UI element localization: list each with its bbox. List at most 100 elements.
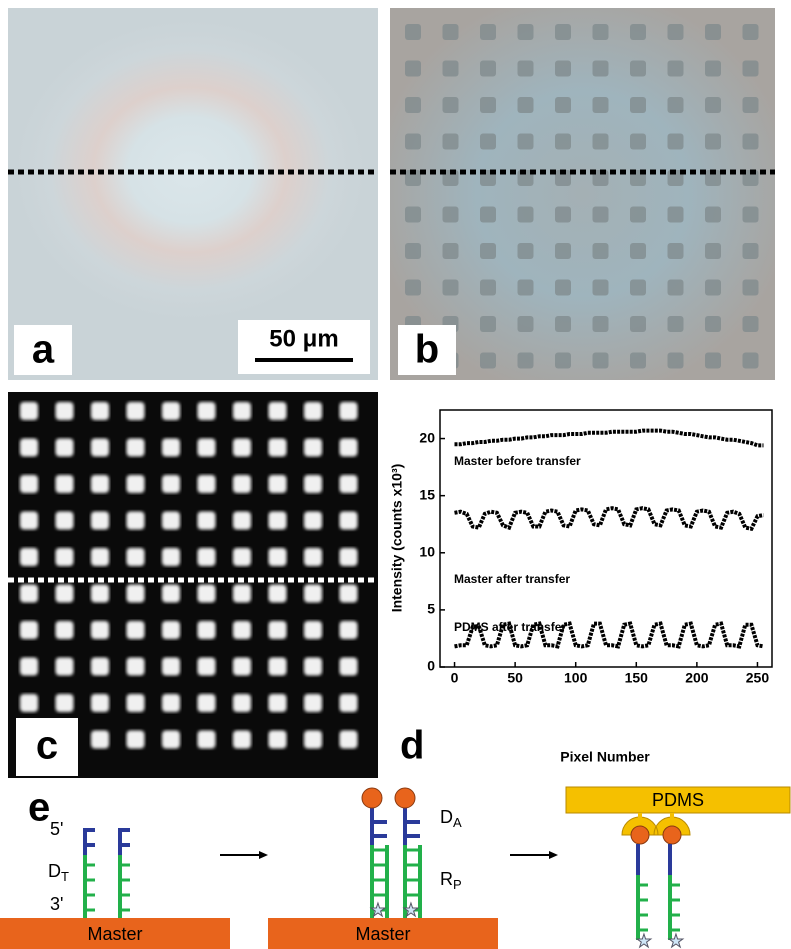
panel-label: b xyxy=(415,328,439,372)
fluorescent-square xyxy=(340,512,358,530)
fluorescent-square xyxy=(304,475,322,493)
fluorescent-square xyxy=(304,548,322,566)
substrate-label: Master xyxy=(87,924,142,944)
end-label: 3' xyxy=(50,894,63,914)
pattern-square xyxy=(518,61,534,77)
fluorescent-square xyxy=(20,694,38,712)
label-main: R xyxy=(440,869,453,889)
fluorescent-square xyxy=(269,402,287,420)
fluorescent-square xyxy=(304,402,322,420)
pattern-square xyxy=(630,134,646,150)
strand-label: RP xyxy=(440,869,462,893)
fluorescent-square xyxy=(127,694,145,712)
fluorescent-square xyxy=(198,658,216,676)
pattern-square xyxy=(630,316,646,332)
pattern-square xyxy=(705,243,721,259)
pattern-square xyxy=(630,243,646,259)
pattern-square xyxy=(518,24,534,40)
fluorescent-square xyxy=(304,512,322,530)
fluorescent-square xyxy=(269,585,287,603)
fluorescent-square xyxy=(233,439,251,457)
fluorescent-square xyxy=(91,658,109,676)
pattern-square xyxy=(405,280,421,296)
pattern-square xyxy=(480,316,496,332)
fluorescent-square xyxy=(340,475,358,493)
pattern-square xyxy=(743,316,759,332)
fluorescent-square xyxy=(198,439,216,457)
series-label: PDMS after transfer xyxy=(454,620,566,634)
x-tick-label: 0 xyxy=(451,670,459,686)
pattern-square xyxy=(593,61,609,77)
fluorescent-square xyxy=(269,548,287,566)
panel-a: a 50 μm xyxy=(8,8,378,380)
fluorescent-square xyxy=(162,475,180,493)
fluorescent-square xyxy=(20,585,38,603)
pattern-square xyxy=(593,24,609,40)
pattern-square xyxy=(668,353,684,369)
fluorescent-square xyxy=(162,731,180,749)
pattern-square xyxy=(743,61,759,77)
fluorescent-square xyxy=(56,694,74,712)
probe-dye xyxy=(395,788,415,808)
pattern-square xyxy=(443,207,459,223)
pattern-square xyxy=(743,243,759,259)
stamp-label: PDMS xyxy=(652,790,704,810)
pattern-square xyxy=(743,24,759,40)
panel-label: a xyxy=(32,328,55,372)
data-line xyxy=(455,508,764,529)
star: ★ xyxy=(403,900,419,920)
fluorescent-square xyxy=(233,402,251,420)
fluorescent-square xyxy=(20,439,38,457)
pattern-square xyxy=(480,280,496,296)
fluorescent-square xyxy=(91,512,109,530)
pattern-square xyxy=(593,280,609,296)
label-main: D xyxy=(440,807,453,827)
fluorescent-square xyxy=(162,658,180,676)
pattern-square xyxy=(668,316,684,332)
pattern-square xyxy=(405,61,421,77)
y-tick-label: 10 xyxy=(419,543,435,559)
fluorescent-square xyxy=(198,548,216,566)
pattern-square xyxy=(593,97,609,113)
pattern-square xyxy=(593,316,609,332)
pattern-square xyxy=(705,24,721,40)
fluorescent-square xyxy=(340,548,358,566)
data-line xyxy=(455,431,764,446)
y-tick-label: 5 xyxy=(427,601,435,617)
fluorescent-square xyxy=(162,548,180,566)
fluorescent-square xyxy=(304,731,322,749)
fluorescent-square xyxy=(269,512,287,530)
pattern-square xyxy=(668,24,684,40)
y-tick-label: 20 xyxy=(419,429,435,445)
pattern-square xyxy=(405,97,421,113)
panel-label: d xyxy=(400,724,424,768)
fluorescent-square xyxy=(20,548,38,566)
pattern-square xyxy=(555,24,571,40)
transferred-strands xyxy=(638,844,680,940)
fluorescent-square xyxy=(233,548,251,566)
pattern-square xyxy=(480,207,496,223)
fluorescent-square xyxy=(56,585,74,603)
y-axis-label: Intensity (counts x10³) xyxy=(389,464,405,613)
pattern-square xyxy=(480,243,496,259)
pattern-square xyxy=(630,97,646,113)
fluorescent-square xyxy=(162,621,180,639)
fluorescent-square xyxy=(233,475,251,493)
fluorescent-square xyxy=(233,694,251,712)
fluorescent-square xyxy=(20,512,38,530)
pattern-square xyxy=(593,134,609,150)
pattern-square xyxy=(705,61,721,77)
panel-b xyxy=(390,8,775,380)
fluorescent-square xyxy=(269,475,287,493)
label-sub: T xyxy=(61,869,69,884)
fluorescent-square xyxy=(162,402,180,420)
fluorescent-square xyxy=(198,585,216,603)
fluorescent-square xyxy=(56,402,74,420)
pattern-square xyxy=(555,316,571,332)
fluorescent-square xyxy=(233,731,251,749)
series-label: Master after transfer xyxy=(454,572,570,586)
pattern-square xyxy=(593,207,609,223)
fluorescent-square xyxy=(56,439,74,457)
star: ★ xyxy=(636,931,652,949)
fluorescent-square xyxy=(198,512,216,530)
